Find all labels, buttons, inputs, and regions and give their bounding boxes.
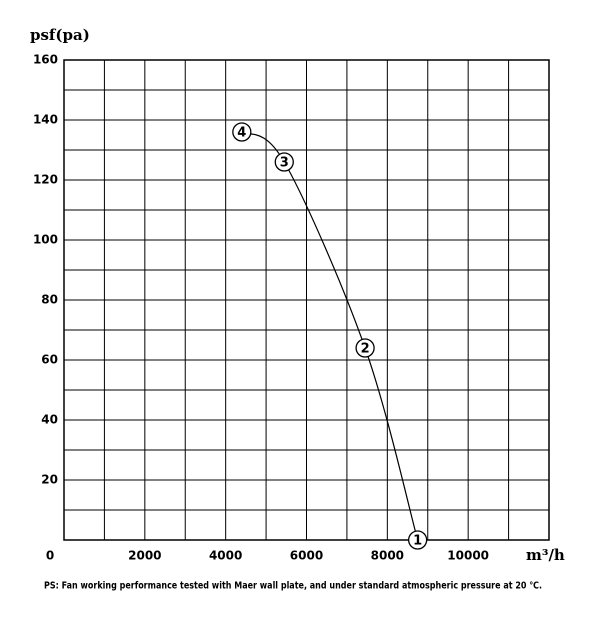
y-tick-label: 80 [41, 293, 58, 307]
y-tick-label: 20 [41, 473, 58, 487]
x-tick-label: 4000 [209, 549, 242, 563]
point-label: 1 [413, 534, 422, 549]
x-tick-label: 2000 [128, 549, 161, 563]
y-tick-label: 40 [41, 413, 58, 427]
point-marker [355, 338, 375, 358]
point-marker [407, 530, 428, 550]
y-tick-label: 60 [41, 353, 58, 367]
y-tick-label: 140 [33, 113, 58, 127]
point-marker [274, 152, 294, 172]
footnote: PS: Fan working performance tested with … [44, 581, 542, 592]
x-tick-label: 6000 [290, 549, 323, 563]
curve [241, 131, 419, 541]
x-tick-label: 10000 [447, 549, 489, 563]
x-tick-label: 8000 [371, 549, 404, 563]
y-axis-label: psf(pa) [30, 26, 90, 44]
y-tick-label: 160 [33, 53, 58, 67]
y-tick-label: 100 [33, 233, 58, 247]
point-marker [232, 122, 252, 142]
x-axis-label: m³/h [526, 546, 565, 564]
x-tick-label: 0 [46, 549, 54, 563]
point-label: 4 [237, 126, 246, 141]
y-tick-label: 120 [33, 173, 58, 187]
point-label: 3 [280, 156, 289, 171]
point-label: 2 [361, 342, 370, 357]
